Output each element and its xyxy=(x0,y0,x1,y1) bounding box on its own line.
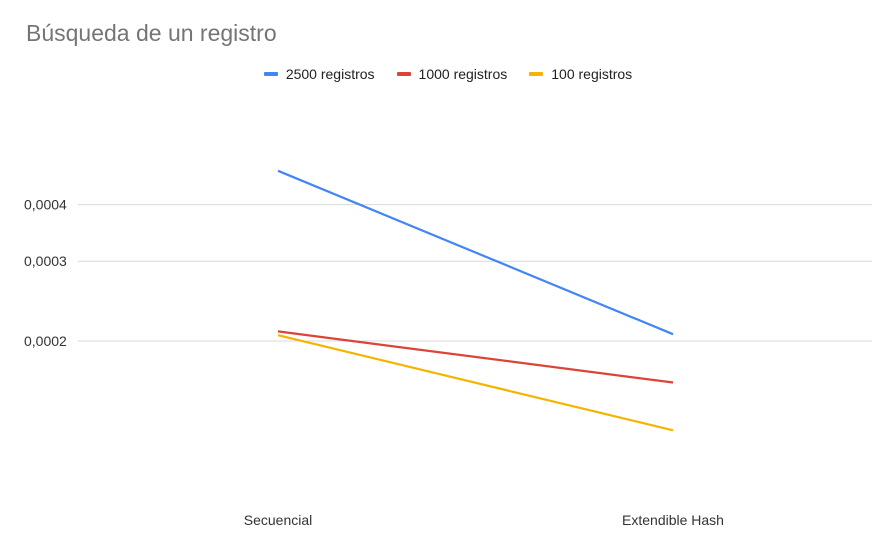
series-line-1000[interactable] xyxy=(277,330,674,384)
x-tick-labels: Secuencial Extendible Hash xyxy=(244,512,724,528)
y-tick-labels: 0,0002 0,0003 0,0004 xyxy=(24,197,67,349)
series-lines xyxy=(277,169,674,432)
x-tick-label: Extendible Hash xyxy=(622,512,724,528)
legend-swatch-2500 xyxy=(263,72,278,76)
x-tick-label: Secuencial xyxy=(244,512,313,528)
series-line-2500[interactable] xyxy=(277,169,674,336)
legend-label-2500: 2500 registros xyxy=(285,66,375,82)
gridlines xyxy=(78,204,872,342)
legend-label-100: 100 registros xyxy=(551,66,633,82)
legend: 2500 registros 1000 registros 100 regist… xyxy=(0,66,896,82)
legend-swatch-1000 xyxy=(396,72,411,76)
legend-item-1000[interactable]: 1000 registros xyxy=(396,66,508,82)
y-tick-label: 0,0004 xyxy=(24,197,67,213)
series-line-100[interactable] xyxy=(277,334,674,432)
legend-item-100[interactable]: 100 registros xyxy=(529,66,632,82)
y-tick-label: 0,0003 xyxy=(24,253,67,269)
legend-item-2500[interactable]: 2500 registros xyxy=(263,66,375,82)
chart-title: Búsqueda de un registro xyxy=(26,20,277,46)
legend-swatch-100 xyxy=(529,72,544,76)
legend-label-1000: 1000 registros xyxy=(418,66,508,82)
y-tick-label: 0,0002 xyxy=(24,333,67,349)
